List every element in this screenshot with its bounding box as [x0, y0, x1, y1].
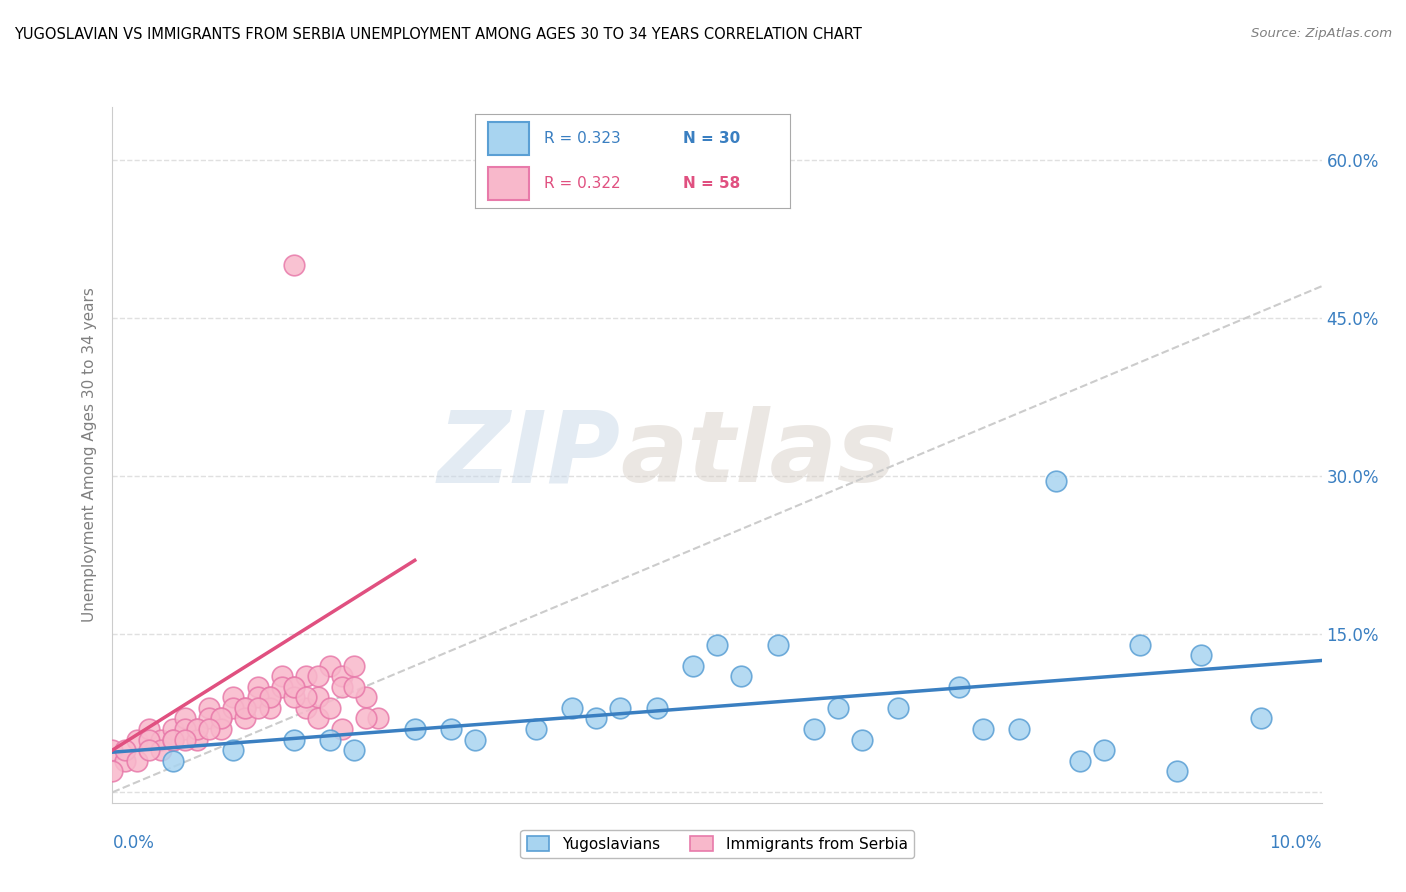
- Point: [283, 690, 305, 705]
- Point: [186, 722, 208, 736]
- Point: [319, 732, 342, 747]
- Point: [283, 680, 305, 694]
- Point: [1092, 743, 1115, 757]
- Point: [706, 638, 728, 652]
- Point: [101, 764, 124, 779]
- Point: [246, 701, 269, 715]
- Point: [343, 680, 366, 694]
- Point: [114, 754, 136, 768]
- Point: [162, 754, 184, 768]
- Point: [125, 754, 148, 768]
- Point: [283, 258, 305, 272]
- Point: [162, 732, 184, 747]
- Point: [149, 743, 172, 757]
- Point: [186, 722, 208, 736]
- Point: [1045, 475, 1067, 489]
- Point: [645, 701, 668, 715]
- Point: [246, 690, 269, 705]
- Point: [246, 680, 269, 694]
- Point: [149, 732, 172, 747]
- Text: 10.0%: 10.0%: [1270, 834, 1322, 852]
- Point: [307, 711, 329, 725]
- Point: [138, 743, 160, 757]
- Point: [1129, 638, 1152, 652]
- Point: [209, 711, 232, 725]
- Point: [283, 680, 305, 694]
- Point: [367, 711, 389, 725]
- Point: [125, 732, 148, 747]
- Point: [138, 722, 160, 736]
- Text: atlas: atlas: [620, 407, 897, 503]
- Point: [319, 658, 342, 673]
- Point: [887, 701, 910, 715]
- Point: [295, 701, 318, 715]
- Point: [1069, 754, 1091, 768]
- Point: [114, 743, 136, 757]
- Point: [1008, 722, 1031, 736]
- Point: [766, 638, 789, 652]
- Point: [682, 658, 704, 673]
- Point: [295, 690, 318, 705]
- Text: 0.0%: 0.0%: [112, 834, 155, 852]
- Y-axis label: Unemployment Among Ages 30 to 34 years: Unemployment Among Ages 30 to 34 years: [82, 287, 97, 623]
- Point: [1166, 764, 1188, 779]
- Point: [222, 701, 245, 715]
- Point: [235, 701, 257, 715]
- Point: [198, 722, 221, 736]
- Text: ZIP: ZIP: [437, 407, 620, 503]
- Point: [440, 722, 463, 736]
- Point: [174, 722, 197, 736]
- Point: [972, 722, 994, 736]
- Point: [343, 743, 366, 757]
- Point: [1250, 711, 1272, 725]
- Point: [101, 743, 124, 757]
- Point: [295, 669, 318, 683]
- Point: [464, 732, 486, 747]
- Text: Source: ZipAtlas.com: Source: ZipAtlas.com: [1251, 27, 1392, 40]
- Point: [404, 722, 426, 736]
- Point: [162, 722, 184, 736]
- Point: [235, 711, 257, 725]
- Point: [356, 711, 378, 725]
- Point: [222, 743, 245, 757]
- Point: [827, 701, 849, 715]
- Point: [235, 701, 257, 715]
- Legend: Yugoslavians, Immigrants from Serbia: Yugoslavians, Immigrants from Serbia: [520, 830, 914, 858]
- Point: [259, 690, 281, 705]
- Point: [343, 658, 366, 673]
- Point: [162, 732, 184, 747]
- Point: [270, 669, 292, 683]
- Text: YUGOSLAVIAN VS IMMIGRANTS FROM SERBIA UNEMPLOYMENT AMONG AGES 30 TO 34 YEARS COR: YUGOSLAVIAN VS IMMIGRANTS FROM SERBIA UN…: [14, 27, 862, 42]
- Point: [259, 701, 281, 715]
- Point: [585, 711, 607, 725]
- Point: [356, 690, 378, 705]
- Point: [948, 680, 970, 694]
- Point: [1189, 648, 1212, 663]
- Point: [209, 722, 232, 736]
- Point: [524, 722, 547, 736]
- Point: [283, 732, 305, 747]
- Point: [259, 690, 281, 705]
- Point: [330, 669, 353, 683]
- Point: [270, 680, 292, 694]
- Point: [222, 690, 245, 705]
- Point: [307, 690, 329, 705]
- Point: [561, 701, 583, 715]
- Point: [330, 722, 353, 736]
- Point: [730, 669, 752, 683]
- Point: [330, 680, 353, 694]
- Point: [138, 732, 160, 747]
- Point: [209, 711, 232, 725]
- Point: [803, 722, 825, 736]
- Point: [198, 711, 221, 725]
- Point: [851, 732, 873, 747]
- Point: [319, 701, 342, 715]
- Point: [186, 732, 208, 747]
- Point: [307, 669, 329, 683]
- Point: [174, 732, 197, 747]
- Point: [198, 701, 221, 715]
- Point: [174, 711, 197, 725]
- Point: [609, 701, 631, 715]
